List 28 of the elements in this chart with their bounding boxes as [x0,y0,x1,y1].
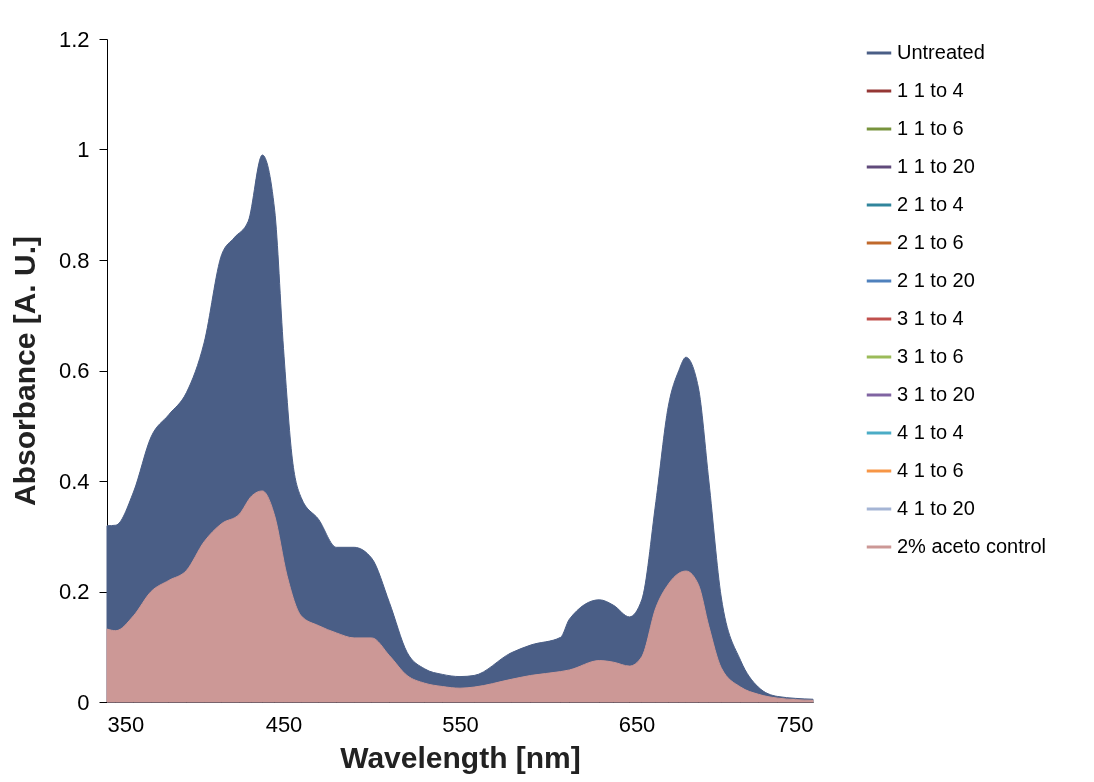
y-tick-label: 1.2 [58,26,90,52]
y-tick-label: 0.4 [58,468,90,494]
legend-label: Untreated [897,41,985,63]
legend-label: 2 1 to 6 [897,231,964,253]
legend-label: 3 1 to 6 [897,345,964,367]
legend-label: 1 1 to 20 [897,155,975,177]
x-tick-label: 750 [776,711,814,737]
y-axis-title: Absorbance [A. U.] [7,235,41,507]
y-tick-label: 0.2 [58,579,90,604]
legend-label: 3 1 to 4 [897,307,964,329]
legend-label: 2 1 to 20 [897,269,975,291]
y-tick-label: 1 [77,137,90,162]
legend-label: 4 1 to 4 [897,421,964,443]
legend-label: 1 1 to 6 [897,117,964,139]
x-tick-label: 350 [107,711,145,737]
y-tick-label: 0.8 [58,247,90,273]
legend-label: 3 1 to 20 [897,383,975,405]
legend-label: 2 1 to 4 [897,193,964,215]
x-tick-label: 450 [265,711,303,737]
legend-label: 4 1 to 20 [897,497,975,519]
x-tick-label: 550 [442,711,479,737]
legend-label: 1 1 to 4 [897,79,964,101]
legend-label: 4 1 to 6 [897,459,964,481]
x-axis-title: Wavelength [nm] [340,740,581,774]
y-tick-label: 0.6 [58,358,90,383]
x-tick-label: 650 [618,711,656,737]
legend-label: 2% aceto control [897,535,1046,557]
y-tick-label: 0 [77,689,90,715]
